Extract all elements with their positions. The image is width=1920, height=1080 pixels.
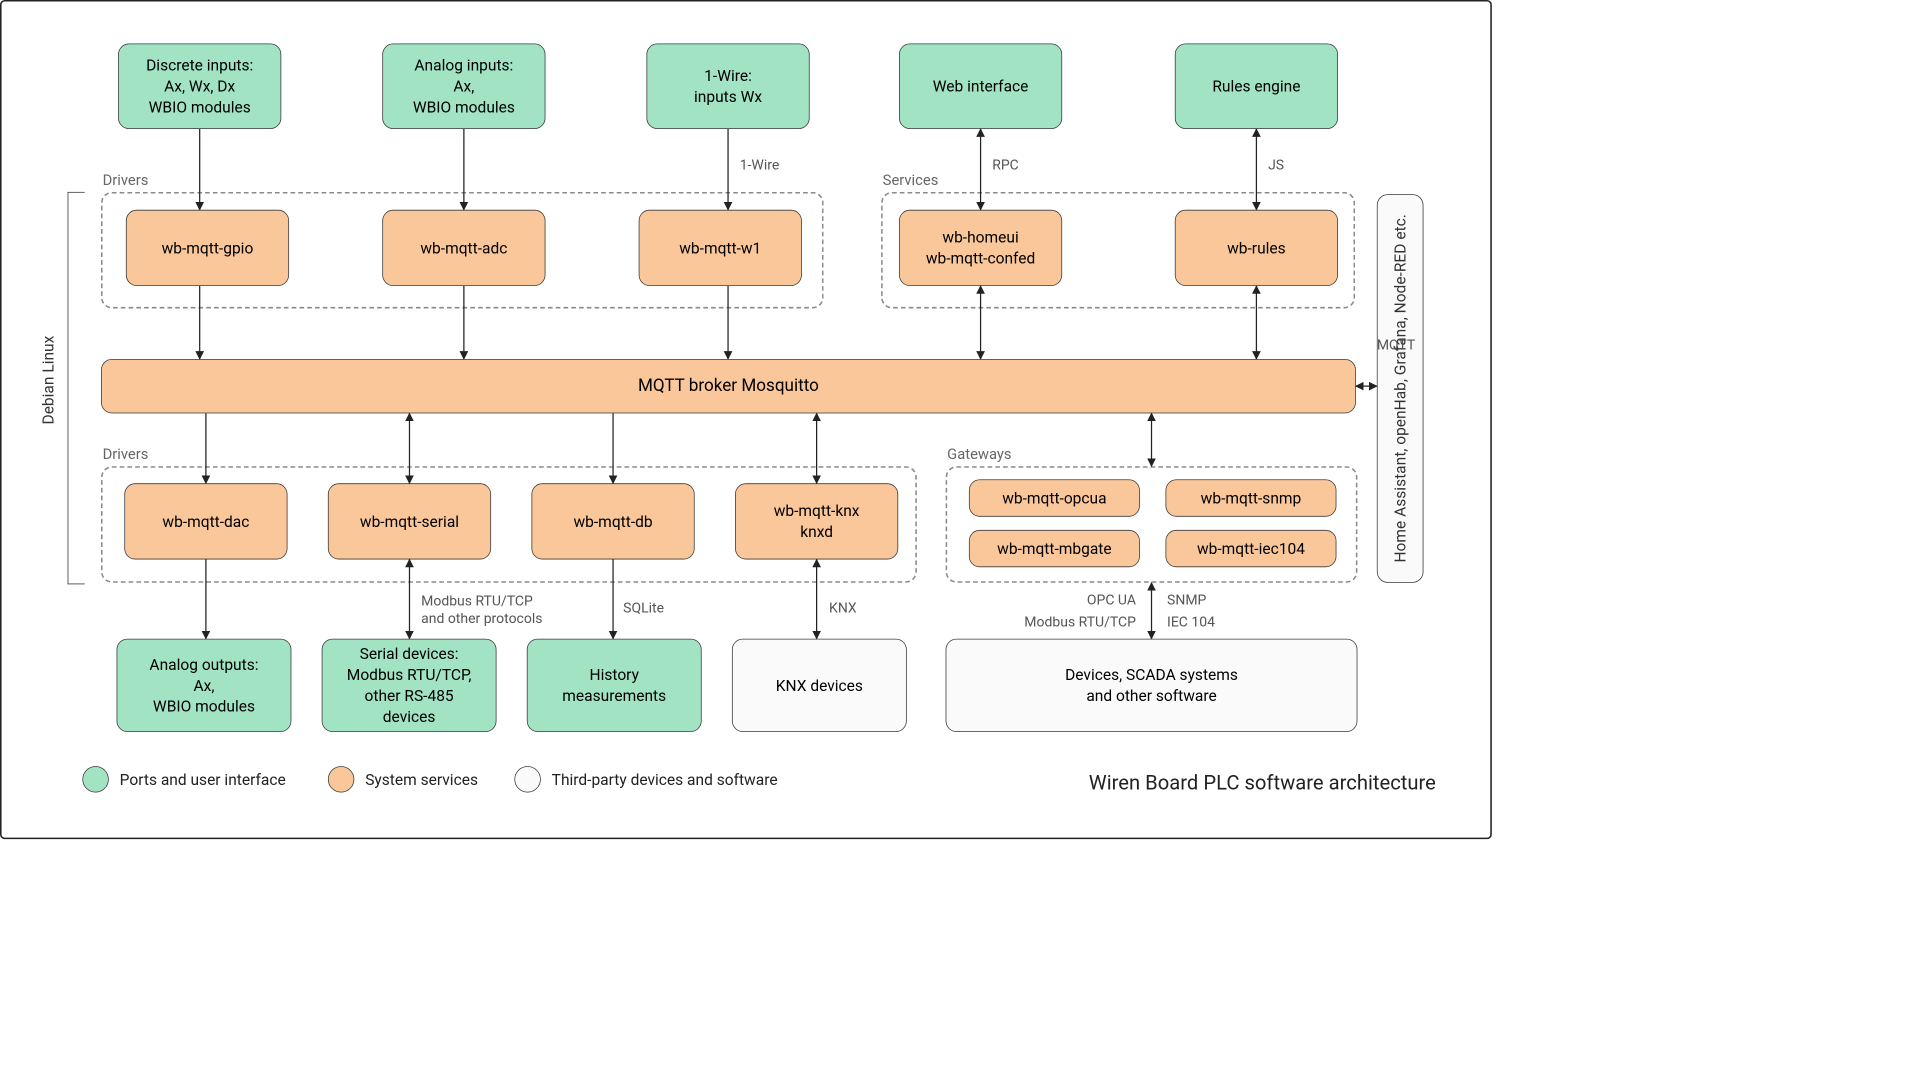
text: WBIO modules: [153, 696, 255, 717]
legend-thirdparty: Third-party devices and software: [514, 766, 777, 792]
node-wb-mqtt-snmp: wb-mqtt-snmp: [1166, 479, 1337, 516]
text: knxd: [800, 521, 833, 542]
text-external: Home Assistant, openHab, Grafana, Node-R…: [1390, 202, 1411, 575]
edge-label-sqlite: SQLite: [623, 600, 664, 616]
diagram-title: Wiren Board PLC software architecture: [1089, 772, 1436, 795]
swatch-green: [82, 766, 108, 792]
text: Modbus RTU/TCP,: [347, 664, 472, 685]
group-label-drivers-bottom: Drivers: [103, 445, 149, 463]
diagram-canvas: Drivers Services Drivers Gateways Discre…: [0, 0, 1492, 839]
text: Serial devices:: [360, 643, 459, 664]
text: wb-mqtt-serial: [360, 511, 459, 532]
node-knx-devices: KNX devices: [732, 639, 907, 732]
text: WBIO modules: [149, 97, 251, 118]
edge-label-opcua: OPC UA: [1019, 592, 1136, 608]
legend-label: Ports and user interface: [120, 770, 286, 789]
edge-label-mqtt: MQTT: [1377, 337, 1415, 353]
text: Modbus RTU/TCP and other protocols: [421, 593, 542, 627]
edge-label-rpc: RPC: [992, 157, 1019, 173]
text: wb-mqtt-w1: [679, 237, 761, 258]
node-wb-mqtt-mbgate: wb-mqtt-mbgate: [969, 530, 1140, 567]
text: wb-mqtt-adc: [420, 237, 507, 258]
node-wb-homeui: wb-homeui wb-mqtt-confed: [899, 210, 1062, 286]
node-analog-outputs: Analog outputs: Ax, WBIO modules: [117, 639, 292, 732]
text: Discrete inputs:: [146, 55, 253, 76]
text: other RS-485: [364, 685, 453, 706]
text: Analog outputs:: [149, 654, 258, 675]
legend-label: Third-party devices and software: [552, 770, 778, 789]
node-wb-mqtt-gpio: wb-mqtt-gpio: [126, 210, 289, 286]
text: wb-mqtt-confed: [926, 248, 1035, 269]
text: MQTT broker Mosquitto: [638, 375, 819, 398]
text: Devices, SCADA systems: [1065, 664, 1238, 685]
text: wb-mqtt-snmp: [1201, 488, 1302, 509]
text: KNX devices: [776, 675, 863, 696]
node-rules-engine: Rules engine: [1175, 44, 1338, 129]
text: wb-mqtt-iec104: [1197, 538, 1305, 559]
text: wb-mqtt-db: [573, 511, 652, 532]
text: Web interface: [933, 76, 1029, 97]
node-wb-rules: wb-rules: [1175, 210, 1338, 286]
group-label-services: Services: [883, 171, 939, 189]
text: Ax,: [453, 76, 474, 97]
text: Ax,: [194, 675, 215, 696]
edge-label-onewire: 1-Wire: [740, 157, 780, 173]
node-wb-mqtt-knx: wb-mqtt-knx knxd: [735, 483, 898, 559]
debian-bracket: [68, 192, 85, 584]
swatch-orange: [328, 766, 354, 792]
edge-label-knx: KNX: [829, 600, 857, 616]
text: Rules engine: [1212, 76, 1300, 97]
swatch-white: [514, 766, 540, 792]
node-scada: Devices, SCADA systems and other softwar…: [946, 639, 1358, 732]
node-external-software: Home Assistant, openHab, Grafana, Node-R…: [1377, 194, 1424, 583]
node-wb-mqtt-adc: wb-mqtt-adc: [382, 210, 545, 286]
text: wb-mqtt-gpio: [162, 237, 254, 258]
text: Ax, Wx, Dx: [164, 76, 235, 97]
node-web-interface: Web interface: [899, 44, 1062, 129]
legend-system: System services: [328, 766, 478, 792]
edge-label-modbus-tcp: Modbus RTU/TCP: [1019, 614, 1136, 630]
text: wb-mqtt-dac: [162, 511, 249, 532]
text: wb-rules: [1227, 237, 1286, 258]
text: Analog inputs:: [414, 55, 513, 76]
text: History: [590, 664, 639, 685]
node-history: History measurements: [527, 639, 702, 732]
edge-label-snmp: SNMP: [1167, 592, 1206, 608]
edge-label-js: JS: [1268, 157, 1284, 173]
text: wb-homeui: [942, 227, 1018, 248]
node-serial-devices: Serial devices: Modbus RTU/TCP, other RS…: [322, 639, 497, 732]
node-onewire: 1-Wire: inputs Wx: [646, 44, 809, 129]
text: wb-mqtt-mbgate: [997, 538, 1111, 559]
text: wb-mqtt-opcua: [1002, 488, 1106, 509]
text: wb-mqtt-knx: [774, 500, 860, 521]
node-analog-inputs: Analog inputs: Ax, WBIO modules: [382, 44, 545, 129]
legend-ports: Ports and user interface: [82, 766, 285, 792]
text: and other software: [1086, 685, 1216, 706]
node-wb-mqtt-w1: wb-mqtt-w1: [639, 210, 802, 286]
label-debian-linux: Debian Linux: [39, 336, 58, 425]
text: measurements: [562, 685, 666, 706]
edge-label-modbus: Modbus RTU/TCP and other protocols: [421, 592, 584, 628]
text: inputs Wx: [694, 86, 762, 107]
node-wb-mqtt-opcua: wb-mqtt-opcua: [969, 479, 1140, 516]
node-wb-mqtt-dac: wb-mqtt-dac: [124, 483, 287, 559]
edge-label-iec104: IEC 104: [1167, 614, 1215, 630]
node-wb-mqtt-serial: wb-mqtt-serial: [328, 483, 491, 559]
legend-label: System services: [365, 770, 478, 789]
text: WBIO modules: [413, 97, 515, 118]
group-label-drivers-top: Drivers: [103, 171, 149, 189]
node-wb-mqtt-db: wb-mqtt-db: [531, 483, 694, 559]
node-discrete-inputs: Discrete inputs: Ax, Wx, Dx WBIO modules: [118, 44, 281, 129]
text: 1-Wire:: [704, 65, 752, 86]
node-wb-mqtt-iec104: wb-mqtt-iec104: [1166, 530, 1337, 567]
node-mqtt-broker: MQTT broker Mosquitto: [101, 359, 1356, 413]
text: devices: [383, 706, 436, 727]
group-label-gateways: Gateways: [947, 445, 1011, 463]
